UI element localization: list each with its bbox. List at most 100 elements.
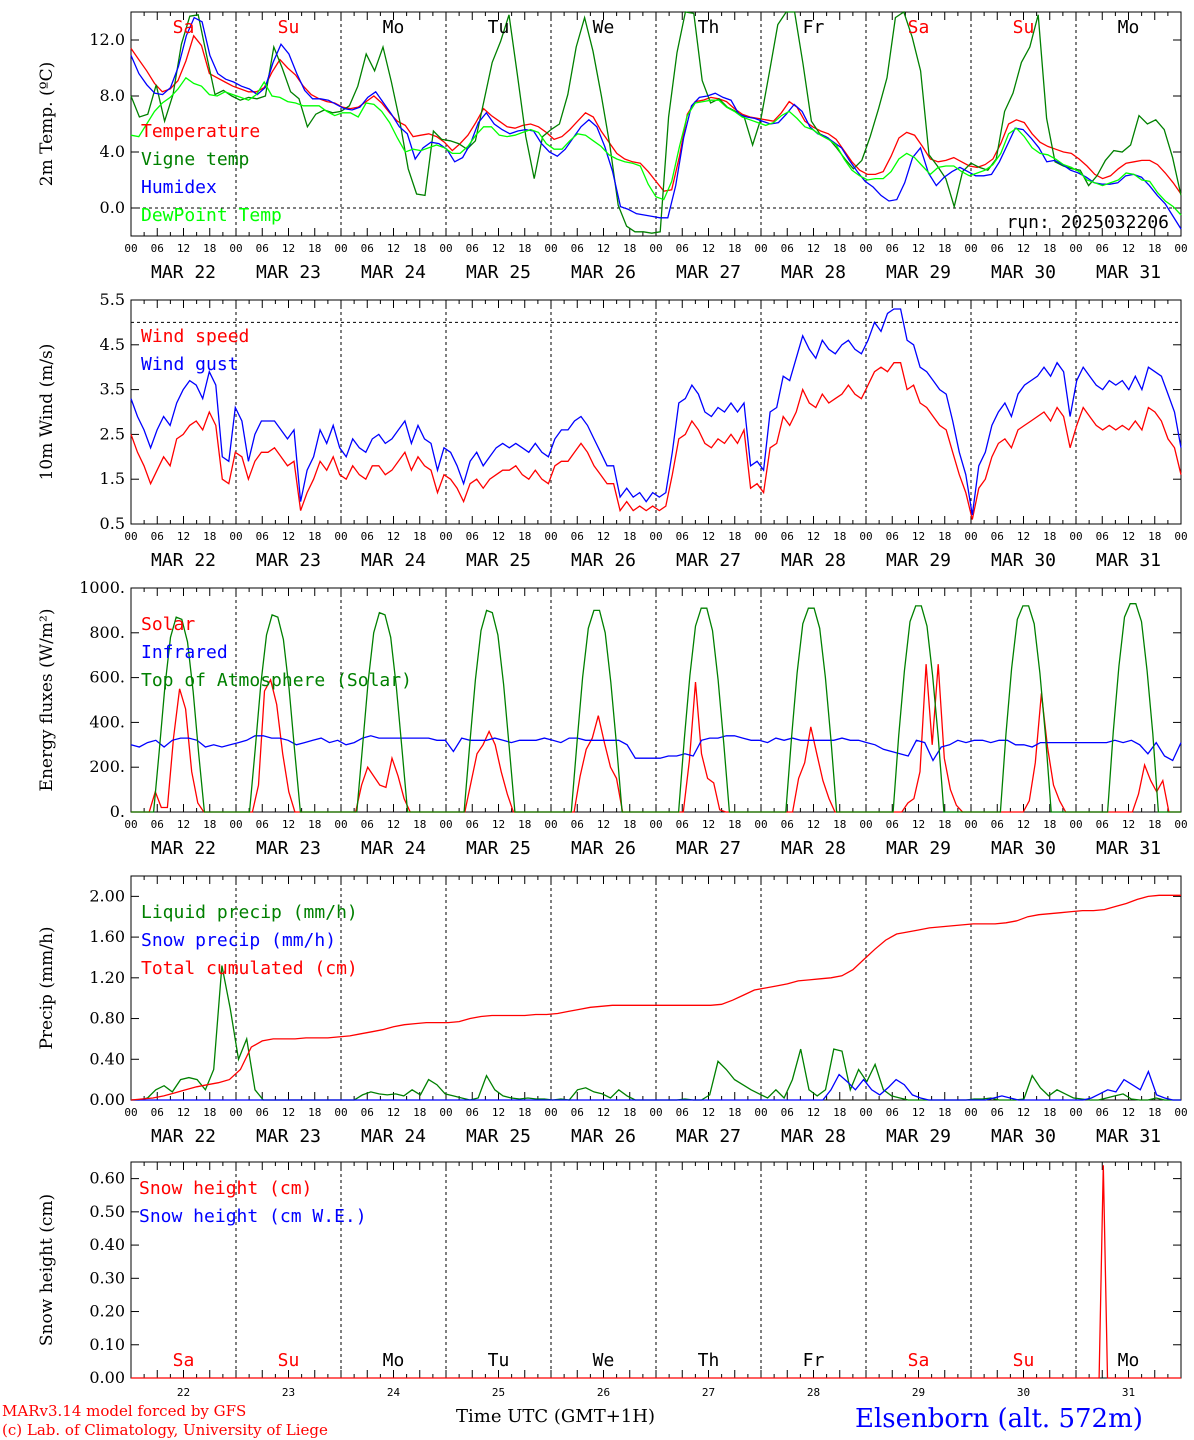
legend-entry: Wind gust xyxy=(141,354,239,375)
date-label: MAR 26 xyxy=(571,1126,636,1147)
hour-tick-label: 12 xyxy=(1122,530,1135,543)
hour-tick-label: 18 xyxy=(308,818,321,831)
weekday-label: Mo xyxy=(1118,17,1140,38)
hour-tick-label: 00 xyxy=(124,818,137,831)
hour-tick-label: 18 xyxy=(1148,818,1161,831)
hour-tick-label: 06 xyxy=(361,242,374,255)
hour-tick-label: 18 xyxy=(728,1106,741,1119)
hour-tick-label: 12 xyxy=(1017,530,1030,543)
hour-tick-label: 18 xyxy=(413,242,426,255)
legend-entry: Liquid precip (mm/h) xyxy=(141,902,358,923)
footer-model-line: MARv3.14 model forced by GFS xyxy=(2,1402,247,1420)
hour-tick-label: 06 xyxy=(886,530,899,543)
hour-tick-label: 00 xyxy=(754,818,767,831)
panel-1 xyxy=(130,10,1182,237)
y-tick-label: 0. xyxy=(110,802,125,821)
hour-tick-label: 12 xyxy=(597,530,610,543)
weekday-label: Su xyxy=(278,17,300,38)
hour-tick-label: 18 xyxy=(938,818,951,831)
hour-tick-label: 18 xyxy=(308,1106,321,1119)
hour-tick-label: 06 xyxy=(991,530,1004,543)
weekday-label: Sa xyxy=(173,1350,195,1371)
hour-tick-label: 00 xyxy=(229,818,242,831)
hour-tick-label: 18 xyxy=(518,818,531,831)
hour-tick-label: 00 xyxy=(544,242,557,255)
hour-tick-label: 06 xyxy=(361,530,374,543)
y-tick-label: 200. xyxy=(89,757,125,776)
hour-tick-label: 06 xyxy=(676,530,689,543)
hour-tick-label: 18 xyxy=(518,242,531,255)
hour-tick-label: 00 xyxy=(229,242,242,255)
hour-tick-label: 12 xyxy=(177,242,190,255)
y-tick-label: 2.5 xyxy=(100,424,125,443)
hour-tick-label: 18 xyxy=(203,530,216,543)
hour-tick-label: 00 xyxy=(859,1106,872,1119)
y-tick-label: 0.40 xyxy=(89,1235,125,1254)
date-label: MAR 27 xyxy=(676,1126,741,1147)
date-label: MAR 29 xyxy=(886,838,951,859)
legend-entry: Top of Atmosphere (Solar) xyxy=(141,670,412,691)
hour-tick-label: 00 xyxy=(544,1106,557,1119)
hour-tick-label: 06 xyxy=(886,242,899,255)
hour-tick-label: 18 xyxy=(728,818,741,831)
date-label: MAR 31 xyxy=(1096,550,1161,571)
date-label: MAR 27 xyxy=(676,262,741,283)
hour-tick-label: 00 xyxy=(964,818,977,831)
hour-tick-label: 18 xyxy=(413,818,426,831)
hour-tick-label: 12 xyxy=(702,818,715,831)
hour-tick-label: 06 xyxy=(466,530,479,543)
date-label: MAR 30 xyxy=(991,838,1056,859)
date-label: MAR 23 xyxy=(256,550,321,571)
legend-entry: Wind speed xyxy=(141,326,249,347)
hour-tick-label: 18 xyxy=(203,242,216,255)
hour-tick-label: 06 xyxy=(571,818,584,831)
hour-tick-label: 06 xyxy=(571,242,584,255)
hour-tick-label: 06 xyxy=(1096,242,1109,255)
date-label: MAR 27 xyxy=(676,838,741,859)
hour-tick-label: 12 xyxy=(597,242,610,255)
hour-tick-label: 00 xyxy=(334,818,347,831)
hour-tick-label: 06 xyxy=(361,1106,374,1119)
date-label: MAR 26 xyxy=(571,262,636,283)
hour-tick-label: 18 xyxy=(1148,242,1161,255)
hour-tick-label: 00 xyxy=(124,530,137,543)
hour-tick-label: 12 xyxy=(1017,818,1030,831)
hour-tick-label: 00 xyxy=(439,242,452,255)
hour-tick-label: 06 xyxy=(781,242,794,255)
hour-tick-label: 06 xyxy=(781,530,794,543)
y-tick-label: 2.00 xyxy=(89,886,125,905)
hour-tick-label: 06 xyxy=(466,1106,479,1119)
day-number-label: 29 xyxy=(912,1386,925,1399)
hour-tick-label: 00 xyxy=(1174,530,1187,543)
hour-tick-label: 00 xyxy=(754,530,767,543)
y-axis-title: Precip (mm/h) xyxy=(37,926,57,1049)
x-axis-title: Time UTC (GMT+1H) xyxy=(456,1406,655,1427)
weekday-label: Sa xyxy=(908,17,930,38)
hour-tick-label: 18 xyxy=(623,530,636,543)
hour-tick-label: 06 xyxy=(676,818,689,831)
hour-tick-label: 06 xyxy=(466,818,479,831)
weekday-label: Fr xyxy=(803,1350,825,1371)
hour-tick-label: 06 xyxy=(256,242,269,255)
hour-tick-label: 12 xyxy=(177,818,190,831)
weekday-label: Tu xyxy=(488,1350,510,1371)
hour-tick-label: 18 xyxy=(518,530,531,543)
date-label: MAR 26 xyxy=(571,838,636,859)
hour-tick-label: 12 xyxy=(282,242,295,255)
hour-tick-label: 12 xyxy=(912,1106,925,1119)
hour-tick-label: 18 xyxy=(623,242,636,255)
hour-tick-label: 06 xyxy=(151,242,164,255)
y-tick-label: 0.80 xyxy=(89,1009,125,1028)
hour-tick-label: 12 xyxy=(702,242,715,255)
panel-frame xyxy=(130,587,1182,813)
hour-tick-label: 18 xyxy=(728,242,741,255)
hour-tick-label: 12 xyxy=(702,530,715,543)
date-label: MAR 28 xyxy=(781,550,846,571)
hour-tick-label: 00 xyxy=(124,242,137,255)
footer-copyright-line: (c) Lab. of Climatology, University of L… xyxy=(2,1421,328,1439)
day-number-label: 31 xyxy=(1122,1386,1135,1399)
hour-tick-label: 06 xyxy=(991,242,1004,255)
date-label: MAR 22 xyxy=(151,550,216,571)
series-line-humidex xyxy=(130,16,1182,230)
hour-tick-label: 18 xyxy=(203,818,216,831)
